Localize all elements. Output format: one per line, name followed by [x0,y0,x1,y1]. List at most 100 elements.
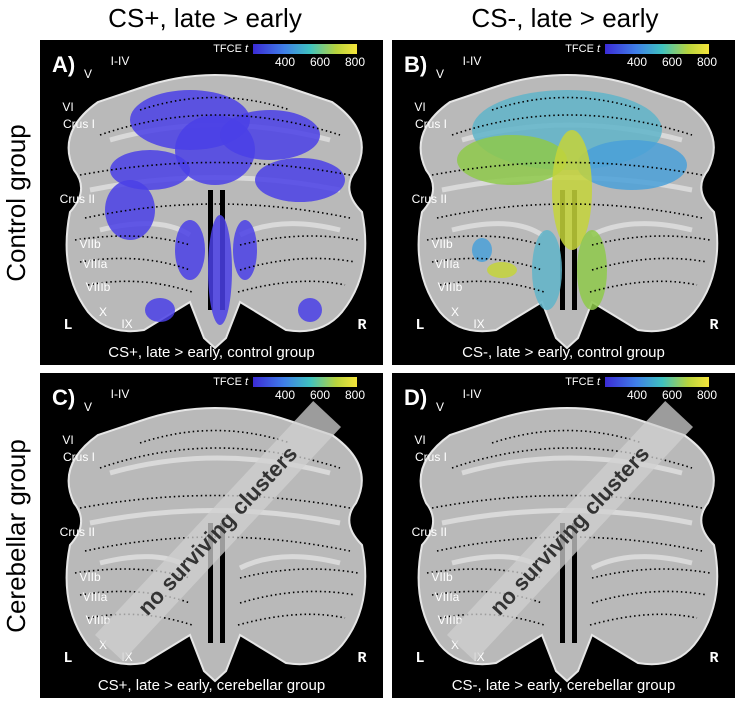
colorbar-tick-label: 800 [345,388,365,402]
colorbar-tick-label: 800 [697,388,717,402]
lobule-label: X [99,638,107,652]
activation-cluster [532,230,562,310]
lobule-label: VIIb [431,570,453,584]
colorbar-title-italic: t [245,376,249,388]
lobule-boundary [139,96,291,111]
colorbar-title-italic: t [597,376,601,388]
lobule-label: VIIIb [438,280,463,294]
midline-gap [572,523,577,643]
lobule-label: Crus I [63,450,95,464]
lobule-boundary [431,494,703,509]
panel-label: D) [404,385,427,410]
panel-caption: CS+, late > early, cerebellar group [98,677,325,694]
row-header: Control group [1,124,31,282]
colorbar-tick-label: 400 [627,55,647,69]
lobule-boundary [589,280,698,293]
colorbar-title: TFCE t [565,376,601,388]
hemisphere-label: L [63,317,72,334]
colorbar-title-italic: t [597,43,601,55]
colorbar [253,377,357,387]
panel: C) TFCE t 400 600 800 V I-IV VI Crus I Crus II VIIb… [40,373,383,698]
hemisphere-label: L [415,650,424,667]
lobule-label: IX [121,650,132,664]
lobule-label: V [436,67,444,81]
colorbar-tick-label: 600 [662,55,682,69]
activation-cluster [255,158,345,202]
lobule-boundary [431,257,543,271]
lobule-label: I-IV [111,387,130,401]
panel: A) TFCE t 400 600 800 V I-IV VI Crus I Crus II VIIb… [40,40,383,365]
colorbar-tick-label: 800 [345,55,365,69]
lobule-label: V [84,400,92,414]
colorbar-title: TFCE t [213,43,249,55]
lobule-label: VIIIa [435,590,460,604]
activation-cluster [145,298,175,322]
colorbar [605,44,709,54]
activation-cluster [577,140,687,190]
lobule-boundary [79,161,351,176]
hemisphere-label: R [709,650,718,667]
colorbar-title-text: TFCE [213,376,242,388]
lobule-label: X [99,305,107,319]
lobule-boundary [431,161,703,176]
annotation-background [446,401,694,661]
colorbar-title-italic: t [245,43,249,55]
lobule-label: I-IV [463,387,482,401]
lobule-label: Crus I [63,117,95,131]
lobule-boundary [591,590,708,604]
hemisphere-label: R [357,650,366,667]
midline-gap [560,523,565,643]
lobule-label: X [451,305,459,319]
colorbar-tick-label: 400 [275,388,295,402]
panel: D) TFCE t 400 600 800 V I-IV VI Crus I Crus II VIIb… [392,373,735,698]
colorbar-title-text: TFCE [565,43,594,55]
activation-cluster [457,135,567,185]
midline-gap [208,523,213,643]
panel-label: C) [52,385,75,410]
colorbar-tick-label: 600 [310,388,330,402]
lobule-boundary [237,280,346,293]
colorbar-tick-label: 400 [275,55,295,69]
lobule-label: VIIb [79,570,101,584]
panel-label: B) [404,52,427,77]
column-header: CS+, late > early [108,3,302,33]
lobule-boundary [491,96,643,111]
hemisphere-label: R [709,317,718,334]
lobule-label: VI [62,433,73,447]
activation-cluster [552,130,592,250]
lobule-label: VIIIb [438,613,463,627]
panel-caption: CS+, late > early, control group [108,344,315,361]
activation-cluster [298,298,322,322]
lobule-boundary [139,429,291,444]
lobule-boundary [426,235,543,246]
annotation-background [94,401,342,661]
lobule-label: Crus II [412,525,447,539]
lobule-label: Crus II [60,192,95,206]
lobule-label: VI [414,433,425,447]
lobule-label: IX [473,317,484,331]
lobule-label: VIIIb [86,280,111,294]
lobule-label: VI [62,100,73,114]
lobule-label: VIIIa [83,257,108,271]
lobule-label: VIIIa [435,257,460,271]
lobule-label: VIIb [431,237,453,251]
panel: B) TFCE t 400 600 800 V I-IV VI Crus I Crus II VIIb… [392,40,735,365]
lobule-label: X [451,638,459,652]
lobule-boundary [491,429,643,444]
lobule-label: VIIIb [86,613,111,627]
row-header: Cerebellar group [1,439,31,633]
colorbar-title-text: TFCE [213,43,242,55]
lobule-label: VI [414,100,425,114]
lobule-boundary [99,114,341,136]
lobule-label: Crus II [412,192,447,206]
lobule-label: Crus I [415,117,447,131]
activation-cluster [175,220,205,280]
lobule-boundary [74,235,191,246]
lobule-label: V [84,67,92,81]
hemisphere-label: R [357,317,366,334]
midline-gap [572,190,577,310]
lobule-label: VIIb [79,237,101,251]
hemisphere-label: L [63,650,72,667]
lobule-label: IX [473,650,484,664]
